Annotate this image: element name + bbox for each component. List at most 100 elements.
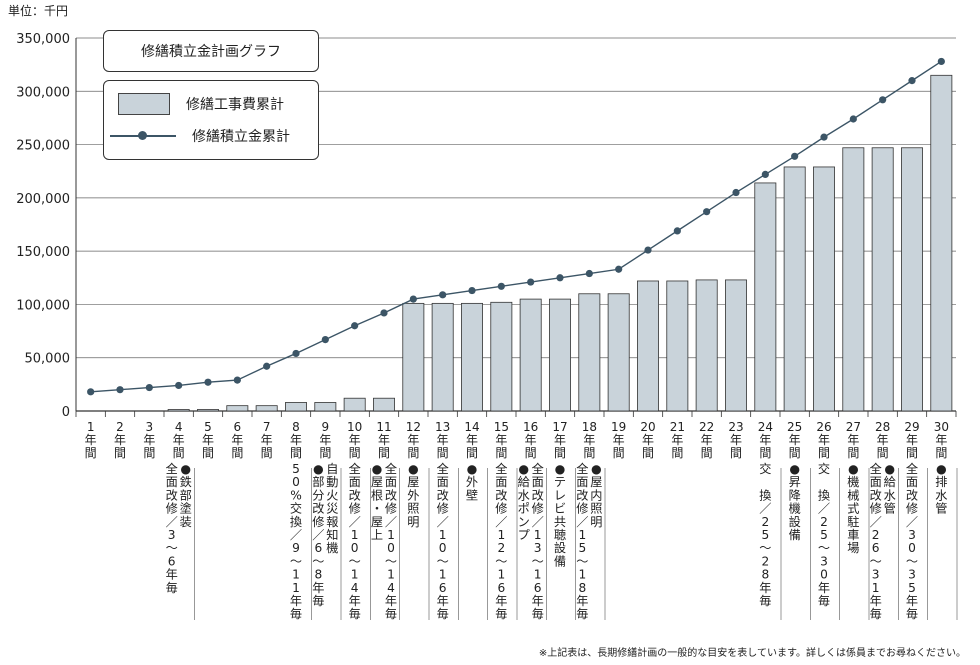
x-tick-label: 3 年間 — [143, 420, 155, 460]
bar — [285, 402, 307, 412]
x-tick-label: 25 年間 — [787, 420, 802, 460]
line-point — [351, 322, 359, 330]
x-tick-label: 12 年間 — [406, 420, 421, 460]
y-axis-ticks: 0 50,000 100,000 150,000 200,000 250,000 300,0… — [16, 32, 70, 420]
annotation-text: 交 換／ 2 5 〜 2 8 年毎 — [759, 461, 771, 608]
x-tick-label: 1 年間 — [85, 420, 97, 460]
line-point — [204, 378, 212, 386]
annotation-text: 全面改修／ 1 0 〜 1 6 年毎 — [437, 461, 449, 621]
line-point — [527, 278, 535, 286]
line-point — [116, 386, 124, 394]
bar — [343, 397, 366, 412]
annotation-text: ●テレビ共聴設備 — [554, 462, 566, 568]
bar — [813, 166, 835, 412]
unit-label: 単位：千円 — [8, 4, 69, 18]
x-tick-label: 2 年間 — [114, 420, 126, 460]
annotation-text: ●部分改修／ 6 〜 8 年毎 — [312, 462, 324, 608]
bar-series — [167, 74, 953, 412]
x-tick-label: 15 年間 — [494, 420, 509, 460]
bar — [373, 397, 395, 412]
line-point — [585, 269, 593, 278]
line-point — [937, 57, 945, 66]
line-point — [380, 309, 388, 317]
x-tick-label: 18 年間 — [582, 420, 597, 460]
bar — [695, 279, 718, 412]
line-point — [703, 208, 711, 216]
line-point — [761, 170, 769, 179]
annotation-text: 全面改修／ 1 3 〜 1 6 年毎 — [532, 461, 544, 621]
y-tick-label: 100,000 — [16, 298, 70, 313]
x-tick-label: 7 年間 — [261, 420, 273, 460]
annotation-text: 全面改修／ 3 0 〜 3 5 年毎 — [906, 461, 918, 621]
annotation-text: ●鉄部塗装 — [180, 462, 192, 529]
bar — [226, 405, 249, 412]
x-axis-ticks: 1 年間 2 年間 3 年間 4 年間 5 年間 6 年間 7 年間 8 年間 9 年間 10 年間 11 年間 12 年間 1… — [75, 411, 957, 460]
annotation-text: ●給水管 — [884, 462, 896, 516]
bar — [578, 293, 601, 412]
bar — [666, 280, 689, 412]
line-point — [321, 335, 329, 344]
legend-item-bars: 修繕工事費累計 — [104, 93, 284, 115]
line-point — [175, 381, 183, 390]
line-point — [615, 265, 623, 273]
bar — [402, 302, 425, 412]
chart-title: 修繕積立金計画グラフ — [103, 30, 319, 72]
y-tick-label: 50,000 — [25, 352, 71, 367]
x-tick-label: 22 年間 — [699, 420, 714, 460]
legend-bar-swatch — [118, 93, 170, 115]
x-tick-label: 10 年間 — [347, 420, 362, 460]
annotation-text: ●屋根・屋上 — [371, 462, 383, 542]
line-point — [292, 349, 300, 358]
x-tick-label: 17 年間 — [552, 420, 567, 460]
bar — [754, 182, 777, 412]
line-point — [820, 133, 828, 141]
line-point — [849, 115, 857, 123]
x-tick-label: 21 年間 — [670, 420, 685, 460]
y-tick-label: 250,000 — [16, 139, 70, 154]
bar — [871, 147, 894, 412]
annotation-text: 全面改修／ 1 5 〜 1 8 年毎 — [576, 461, 588, 621]
x-tick-label: 9 年間 — [319, 420, 331, 460]
line-point — [732, 188, 740, 197]
x-tick-label: 5 年間 — [202, 420, 214, 460]
x-tick-label: 11 年間 — [376, 420, 391, 460]
annotation-text: ●屋外照明 — [407, 462, 419, 529]
annotation-text: 自動火災報知機 — [326, 462, 338, 555]
bar — [519, 298, 542, 412]
y-tick-label: 200,000 — [16, 192, 70, 207]
annotation-text: ●屋内照明 — [590, 462, 602, 529]
bar — [901, 147, 923, 412]
annotation-text: 5 0 %交換／ 9 〜 1 1 年毎 — [290, 462, 302, 621]
line-point — [644, 246, 652, 254]
line-series — [87, 57, 945, 396]
x-tick-label: 28 年間 — [875, 420, 890, 460]
legend-bar-label: 修繕工事費累計 — [186, 97, 284, 113]
y-tick-label: 0 — [62, 405, 70, 420]
bar — [255, 405, 278, 412]
bar — [197, 409, 219, 412]
annotation-text: ●昇降機設備 — [789, 462, 801, 542]
x-tick-label: 29 年間 — [904, 420, 919, 460]
x-tick-label: 30 年間 — [934, 420, 949, 460]
annotations: 全面改修／ 3 〜 6 年毎●鉄部塗装 5 0 %交換／ 9 〜 1 1 年毎 ●部分改修／ 6 〜 8 年毎自動… — [166, 461, 958, 621]
x-tick-label: 19 年間 — [611, 420, 626, 460]
line-point — [497, 282, 505, 290]
line-path — [90, 60, 942, 393]
x-tick-label: 24 年間 — [758, 420, 773, 460]
annotation-text: 全面改修／ 2 6 〜 3 1 年毎 — [870, 461, 882, 621]
bar — [167, 409, 190, 412]
annotation-text: ●外壁 — [466, 462, 478, 502]
y-tick-label: 300,000 — [16, 85, 70, 100]
line-point — [145, 383, 153, 392]
x-tick-label: 26 年間 — [816, 420, 831, 460]
bar — [842, 147, 865, 412]
line-point — [87, 388, 95, 396]
line-point — [263, 362, 271, 370]
line-point — [468, 286, 476, 295]
bar — [549, 298, 571, 412]
bar — [490, 301, 513, 412]
footnote: ※上記表は、長期修繕計画の一般的な目安を表しています。詳しくは係員までお尋ねくだ… — [538, 648, 966, 659]
annotation-text: 全面改修／ 1 2 〜 1 6 年毎 — [495, 461, 507, 621]
line-point — [409, 295, 417, 303]
